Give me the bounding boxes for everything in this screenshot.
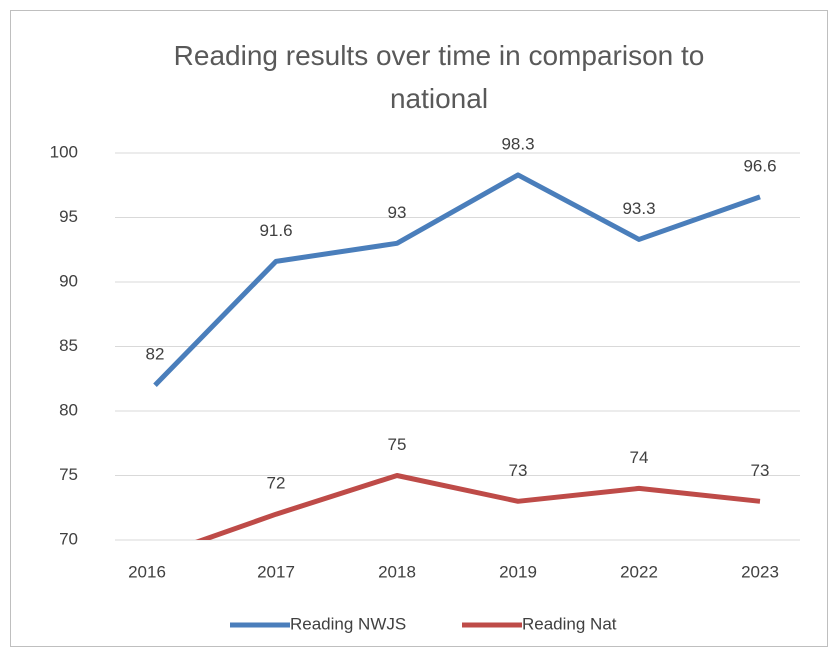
- data-label: 93: [388, 203, 407, 222]
- data-label: 75: [388, 435, 407, 454]
- x-tick-label: 2019: [499, 562, 537, 581]
- x-tick-label: 2022: [620, 562, 658, 581]
- y-tick-label: 70: [59, 529, 78, 548]
- data-label: 72: [267, 474, 286, 493]
- x-tick-label: 2016: [128, 562, 166, 581]
- legend-label: Reading Nat: [522, 614, 617, 633]
- data-label: 96.6: [743, 156, 776, 175]
- data-label: 73: [509, 461, 528, 480]
- series-line: [195, 473, 761, 540]
- x-tick-label: 2017: [257, 562, 295, 581]
- x-tick-label: 2018: [378, 562, 416, 581]
- data-label: 93.3: [622, 199, 655, 218]
- data-label: 74: [630, 448, 649, 467]
- y-tick-label: 85: [59, 336, 78, 355]
- data-label: 98.3: [501, 134, 534, 153]
- plot-area: [153, 172, 761, 540]
- y-tick-label: 75: [59, 465, 78, 484]
- y-tick-label: 100: [50, 142, 78, 161]
- y-tick-label: 80: [59, 400, 78, 419]
- series-line: [153, 172, 761, 387]
- data-label: 82: [146, 345, 165, 364]
- chart-title: Reading results over time in comparison …: [173, 40, 705, 114]
- data-label: 91.6: [259, 221, 292, 240]
- x-tick-label: 2023: [741, 562, 779, 581]
- legend-label: Reading NWJS: [290, 614, 406, 633]
- y-tick-label: 95: [59, 207, 78, 226]
- data-label: 73: [751, 461, 770, 480]
- y-tick-label: 90: [59, 271, 78, 290]
